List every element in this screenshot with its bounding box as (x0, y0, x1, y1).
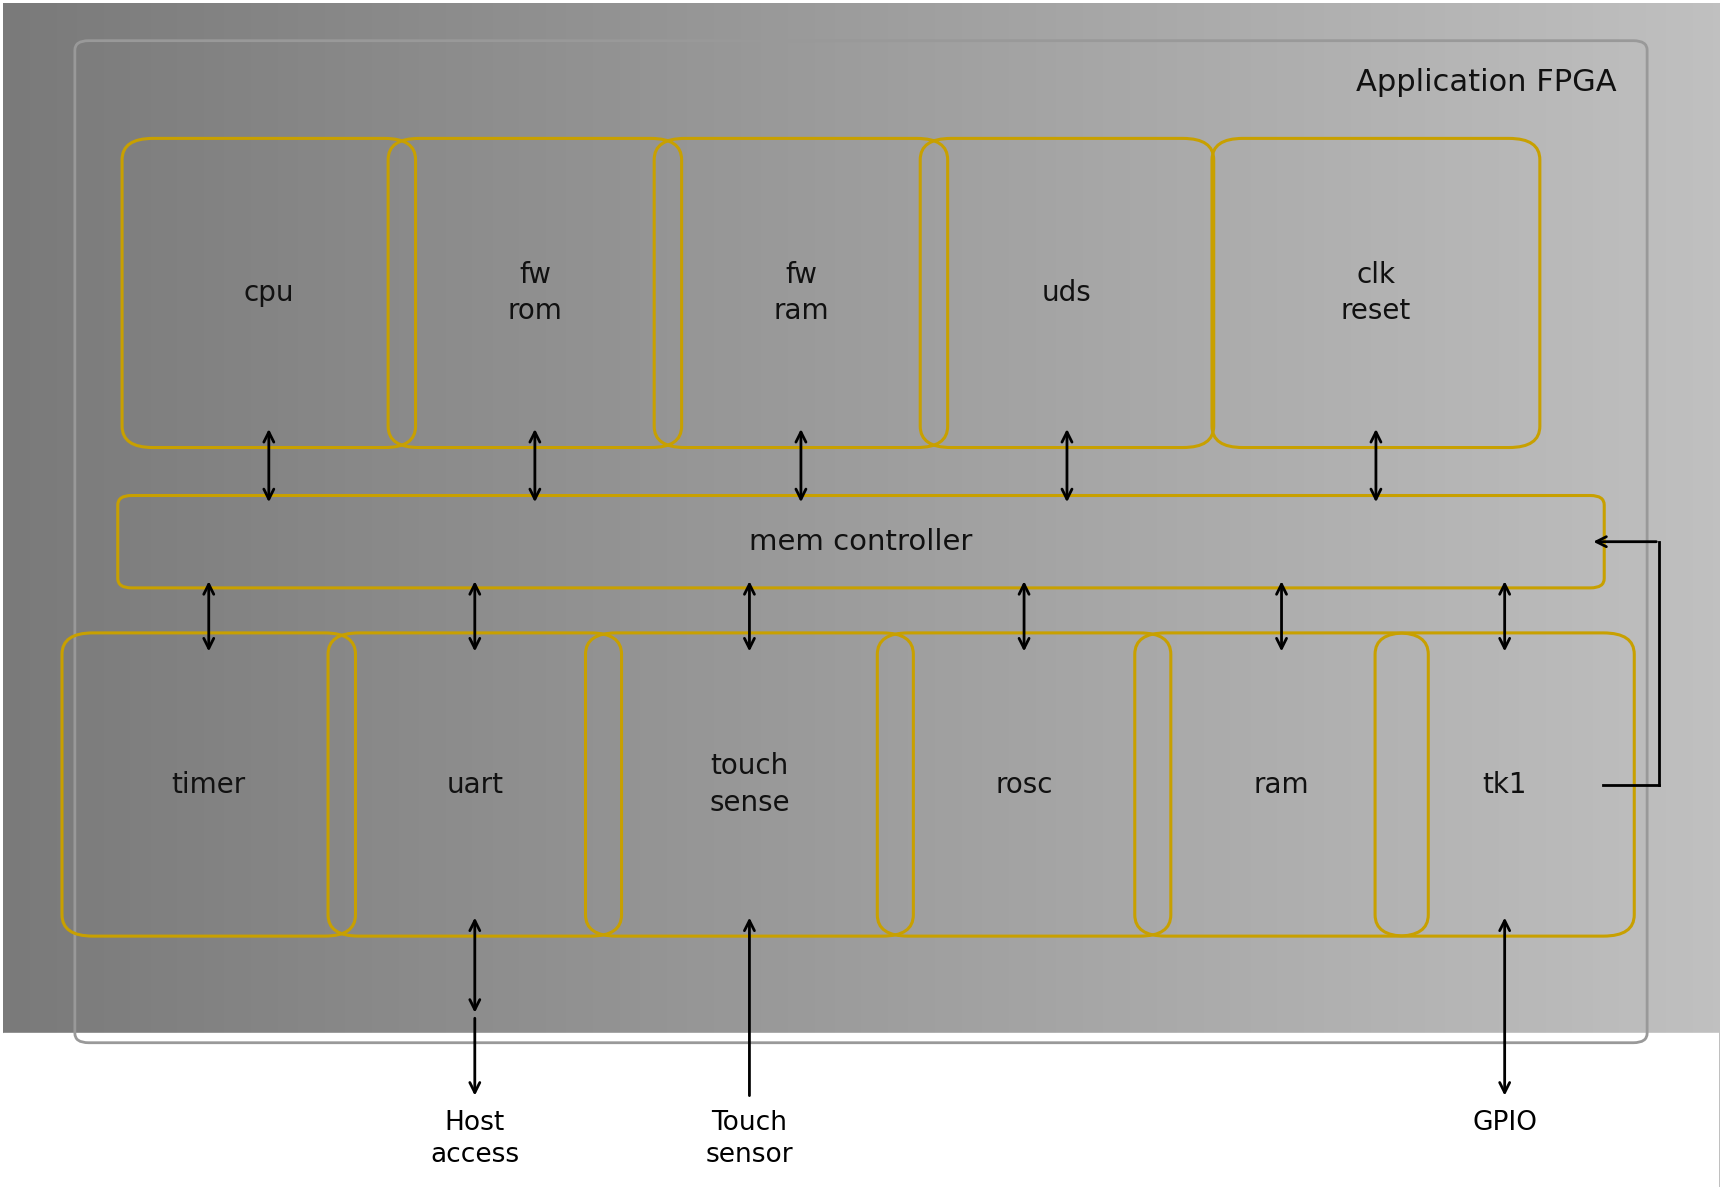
Text: mem controller: mem controller (749, 527, 973, 556)
Text: rosc: rosc (995, 770, 1052, 798)
Text: Host
access: Host access (430, 1110, 520, 1169)
Bar (3, 1033, 1719, 1188)
Text: Application FPGA: Application FPGA (1355, 68, 1617, 96)
Text: timer: timer (172, 770, 246, 798)
Text: touch
sense: touch sense (709, 752, 790, 816)
Text: ram: ram (1254, 770, 1309, 798)
Text: fw
rom: fw rom (508, 261, 563, 325)
Text: GPIO: GPIO (1472, 1110, 1538, 1136)
Text: uds: uds (1042, 278, 1092, 307)
Text: uart: uart (446, 770, 503, 798)
Text: Touch
sensor: Touch sensor (706, 1110, 794, 1169)
Text: cpu: cpu (243, 278, 294, 307)
Text: clk
reset: clk reset (1341, 261, 1410, 325)
Text: tk1: tk1 (1483, 770, 1527, 798)
Text: fw
ram: fw ram (773, 261, 828, 325)
